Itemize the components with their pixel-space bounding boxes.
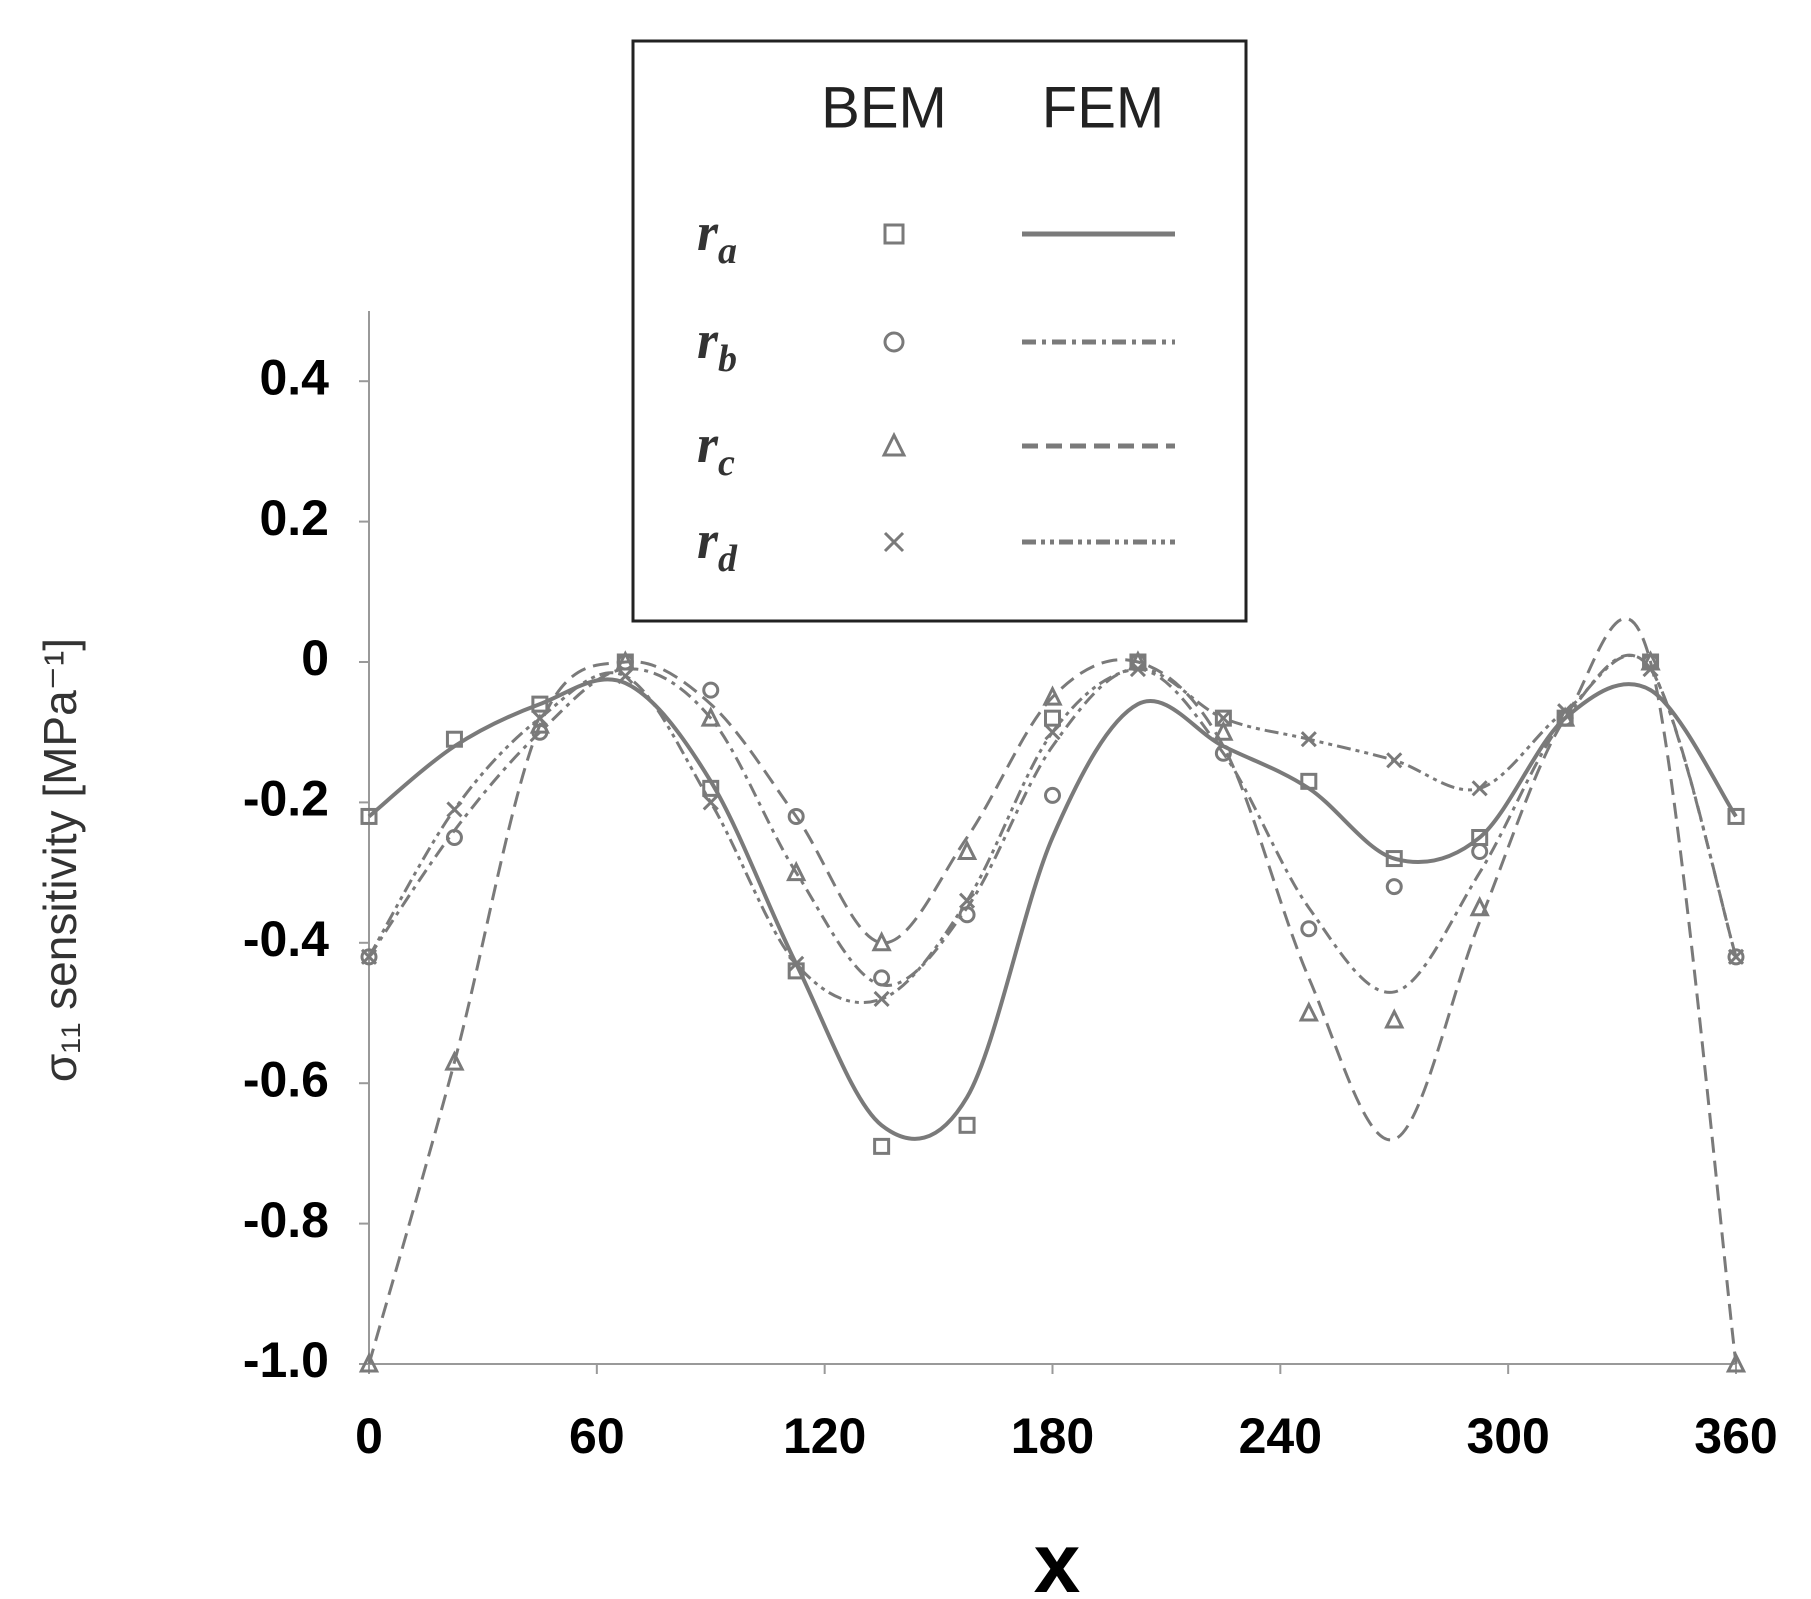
y-tick-label: -0.6 (243, 1051, 329, 1107)
marker (1300, 920, 1318, 938)
marker (1298, 1001, 1319, 1022)
y-axis-label: σ₁₁ sensitivity [MPa⁻¹] (34, 638, 86, 1082)
marker (873, 1137, 891, 1155)
x-axis-label: x (1034, 1516, 1081, 1599)
marker (958, 906, 976, 924)
marker (702, 794, 719, 811)
y-tick-label: 0.4 (259, 349, 329, 405)
marker (358, 1352, 380, 1373)
fem-line (367, 654, 1738, 1004)
marker (883, 223, 905, 245)
y-tick-label: 0.2 (259, 490, 329, 546)
marker (360, 948, 378, 965)
marker (1727, 948, 1745, 966)
marker (881, 431, 907, 457)
legend-header: BEM (821, 75, 947, 140)
marker (531, 695, 549, 713)
marker (702, 779, 720, 797)
marker (1129, 660, 1147, 678)
marker (1725, 1352, 1747, 1373)
marker (956, 839, 978, 861)
legend-label: rd (697, 510, 738, 579)
marker (873, 990, 890, 1008)
marker (1469, 895, 1490, 917)
x-tick-label: 60 (569, 1408, 625, 1464)
marker (1557, 703, 1574, 720)
marker (360, 948, 378, 966)
marker (1386, 752, 1403, 769)
marker (445, 829, 463, 846)
marker (1384, 1008, 1405, 1029)
marker (1727, 807, 1745, 825)
fem-line (367, 653, 1738, 994)
x-tick-label: 300 (1466, 1408, 1549, 1464)
marker (444, 1050, 465, 1071)
marker (871, 931, 892, 952)
marker (617, 667, 634, 685)
marker (1642, 660, 1659, 678)
marker (1300, 731, 1317, 748)
y-tick-label: -0.8 (243, 1192, 329, 1248)
marker (788, 955, 805, 972)
marker (531, 710, 548, 727)
legend-box (631, 39, 1248, 623)
marker (615, 650, 636, 671)
y-tick-label: -1.0 (243, 1332, 329, 1388)
marker (958, 1116, 976, 1134)
marker (1300, 772, 1318, 790)
x-tick-label: 360 (1694, 1408, 1777, 1464)
marker (1044, 786, 1061, 804)
fem-line (367, 677, 1738, 1141)
x-tick-label: 0 (355, 1408, 383, 1464)
y-tick-label: -0.2 (243, 771, 329, 827)
x-tick-label: 180 (1011, 1408, 1094, 1464)
x-tick-label: 240 (1239, 1408, 1322, 1464)
legend-label: rb (697, 310, 737, 379)
marker (959, 892, 976, 909)
marker (702, 681, 720, 699)
marker (1385, 850, 1403, 868)
marker (1213, 720, 1234, 741)
marker (883, 331, 905, 353)
y-tick-label: 0 (301, 630, 329, 686)
marker (445, 730, 463, 748)
marker (1044, 724, 1061, 741)
marker (1042, 685, 1063, 706)
marker (700, 706, 721, 727)
marker (1471, 780, 1488, 797)
marker (1044, 709, 1061, 727)
x-tick-label: 120 (783, 1408, 866, 1464)
y-tick-label: -0.4 (243, 911, 329, 967)
marker (873, 969, 891, 987)
marker (1727, 948, 1745, 965)
legend-label: rc (697, 414, 735, 483)
marker (787, 807, 805, 825)
legend-label: ra (697, 202, 737, 271)
marker (529, 713, 551, 734)
marker (1555, 706, 1576, 727)
marker (786, 860, 807, 882)
marker (883, 531, 905, 553)
marker (360, 807, 378, 825)
marker (446, 801, 463, 818)
marker (1471, 843, 1489, 861)
legend-header: FEM (1042, 75, 1164, 140)
marker (1385, 878, 1403, 896)
marker (1215, 710, 1232, 727)
